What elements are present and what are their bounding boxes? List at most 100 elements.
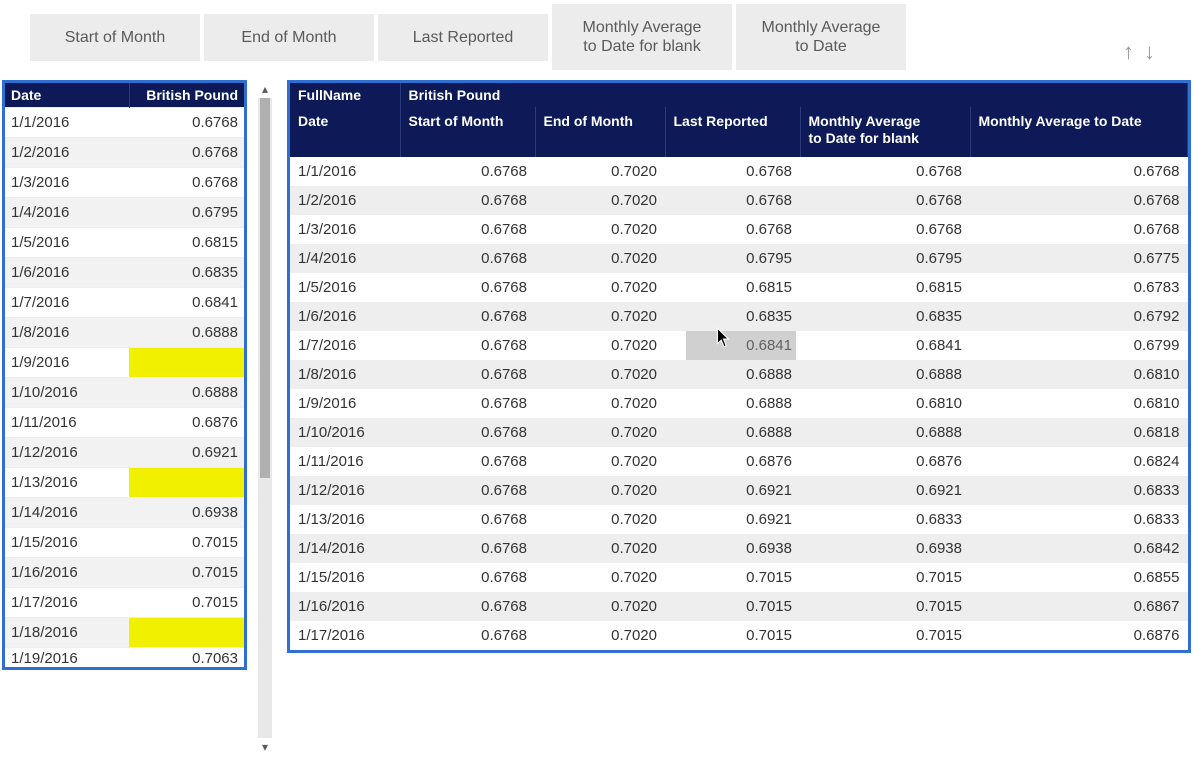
right-eom-cell: 0.7020 xyxy=(535,244,665,273)
right-table-visual[interactable]: FullName British Pound Date Start of Mon… xyxy=(287,80,1191,653)
table-row[interactable]: 1/18/2016 xyxy=(5,618,244,648)
left-table-visual[interactable]: Date British Pound 1/1/20160.67681/2/201… xyxy=(2,80,247,670)
start-of-month-button[interactable]: Start of Month xyxy=(30,14,200,61)
table-row[interactable]: 1/11/20160.67680.70200.68760.68760.6824 xyxy=(290,447,1188,476)
table-row[interactable]: 1/12/20160.6921 xyxy=(5,438,244,468)
table-row[interactable]: 1/19/20160.7063 xyxy=(5,648,244,668)
table-row[interactable]: 1/14/20160.67680.70200.69380.69380.6842 xyxy=(290,534,1188,563)
table-row[interactable]: 1/3/20160.67680.70200.67680.67680.6768 xyxy=(290,215,1188,244)
last-reported-button[interactable]: Last Reported xyxy=(378,14,548,61)
monthly-avg-blank-button[interactable]: Monthly Average to Date for blank xyxy=(552,4,732,70)
right-sup-value[interactable]: British Pound xyxy=(400,83,1188,107)
table-row[interactable]: 1/10/20160.67680.70200.68880.68880.6818 xyxy=(290,418,1188,447)
left-value-cell xyxy=(129,468,244,498)
arrow-up-icon[interactable]: ↑ xyxy=(1123,39,1134,65)
right-lr-cell: 0.7015 xyxy=(665,592,800,621)
table-row[interactable]: 1/9/20160.67680.70200.68880.68100.6810 xyxy=(290,389,1188,418)
right-header-mad[interactable]: Monthly Average to Date xyxy=(970,107,1188,157)
left-header-value[interactable]: British Pound xyxy=(129,83,244,108)
table-row[interactable]: 1/11/20160.6876 xyxy=(5,408,244,438)
table-row[interactable]: 1/10/20160.6888 xyxy=(5,378,244,408)
left-scrollbar[interactable]: ▴ ▾ xyxy=(255,80,275,754)
right-date-cell: 1/11/2016 xyxy=(290,447,400,476)
right-mab-cell: 0.6815 xyxy=(800,273,970,302)
table-row[interactable]: 1/16/20160.7015 xyxy=(5,558,244,588)
right-mad-cell: 0.6783 xyxy=(970,273,1188,302)
right-sup-fullname[interactable]: FullName xyxy=(290,83,400,107)
right-mab-cell: 0.7015 xyxy=(800,592,970,621)
table-row[interactable]: 1/15/20160.7015 xyxy=(5,528,244,558)
left-date-cell: 1/1/2016 xyxy=(5,108,129,138)
table-row[interactable]: 1/8/20160.67680.70200.68880.68880.6810 xyxy=(290,360,1188,389)
nav-arrows: ↑ ↓ xyxy=(1123,9,1163,65)
left-header-date[interactable]: Date xyxy=(5,83,129,108)
table-row[interactable]: 1/13/2016 xyxy=(5,468,244,498)
right-lr-cell: 0.6888 xyxy=(665,418,800,447)
table-row[interactable]: 1/13/20160.67680.70200.69210.68330.6833 xyxy=(290,505,1188,534)
right-date-cell: 1/7/2016 xyxy=(290,331,400,360)
monthly-avg-button[interactable]: Monthly Average to Date xyxy=(736,4,906,70)
table-row[interactable]: 1/1/20160.6768 xyxy=(5,108,244,138)
right-eom-cell: 0.7020 xyxy=(535,621,665,650)
left-date-cell: 1/7/2016 xyxy=(5,288,129,318)
table-row[interactable]: 1/15/20160.67680.70200.70150.70150.6855 xyxy=(290,563,1188,592)
left-date-cell: 1/14/2016 xyxy=(5,498,129,528)
right-som-cell: 0.6768 xyxy=(400,215,535,244)
table-row[interactable]: 1/17/20160.67680.70200.70150.70150.6876 xyxy=(290,621,1188,650)
table-row[interactable]: 1/2/20160.67680.70200.67680.67680.6768 xyxy=(290,186,1188,215)
right-header-mab[interactable]: Monthly Average to Date for blank xyxy=(800,107,970,157)
table-row[interactable]: 1/5/20160.6815 xyxy=(5,228,244,258)
right-header-eom[interactable]: End of Month xyxy=(535,107,665,157)
right-header-lr[interactable]: Last Reported xyxy=(665,107,800,157)
left-value-cell: 0.6835 xyxy=(129,258,244,288)
scroll-track[interactable] xyxy=(258,98,272,738)
right-lr-cell: 0.6888 xyxy=(665,389,800,418)
arrow-down-icon[interactable]: ↓ xyxy=(1144,39,1155,65)
right-som-cell: 0.6768 xyxy=(400,505,535,534)
right-mab-cell: 0.6795 xyxy=(800,244,970,273)
right-header-date[interactable]: Date xyxy=(290,107,400,157)
right-date-cell: 1/6/2016 xyxy=(290,302,400,331)
scroll-up-icon[interactable]: ▴ xyxy=(262,82,268,96)
right-date-cell: 1/13/2016 xyxy=(290,505,400,534)
left-value-cell: 0.7015 xyxy=(129,528,244,558)
right-header-som[interactable]: Start of Month xyxy=(400,107,535,157)
left-value-cell: 0.6768 xyxy=(129,138,244,168)
right-lr-cell: 0.6888 xyxy=(665,360,800,389)
table-row[interactable]: 1/2/20160.6768 xyxy=(5,138,244,168)
scroll-thumb[interactable] xyxy=(260,98,270,478)
table-row[interactable]: 1/17/20160.7015 xyxy=(5,588,244,618)
table-row[interactable]: 1/6/20160.67680.70200.68350.68350.6792 xyxy=(290,302,1188,331)
table-row[interactable]: 1/1/20160.67680.70200.67680.67680.6768 xyxy=(290,157,1188,186)
right-eom-cell: 0.7020 xyxy=(535,505,665,534)
right-mad-cell: 0.6810 xyxy=(970,389,1188,418)
table-row[interactable]: 1/4/20160.6795 xyxy=(5,198,244,228)
right-mad-cell: 0.6768 xyxy=(970,157,1188,186)
table-row[interactable]: 1/6/20160.6835 xyxy=(5,258,244,288)
table-row[interactable]: 1/3/20160.6768 xyxy=(5,168,244,198)
table-row[interactable]: 1/16/20160.67680.70200.70150.70150.6867 xyxy=(290,592,1188,621)
right-mab-cell: 0.6833 xyxy=(800,505,970,534)
right-eom-cell: 0.7020 xyxy=(535,331,665,360)
end-of-month-button[interactable]: End of Month xyxy=(204,14,374,61)
right-eom-cell: 0.7020 xyxy=(535,389,665,418)
left-table: Date British Pound 1/1/20160.67681/2/201… xyxy=(5,83,244,667)
left-value-cell: 0.7063 xyxy=(129,648,244,668)
right-lr-cell: 0.6768 xyxy=(665,157,800,186)
table-row[interactable]: 1/9/2016 xyxy=(5,348,244,378)
table-row[interactable]: 1/7/20160.6841 xyxy=(5,288,244,318)
table-row[interactable]: 1/4/20160.67680.70200.67950.67950.6775 xyxy=(290,244,1188,273)
left-value-cell: 0.6938 xyxy=(129,498,244,528)
right-mad-cell: 0.6768 xyxy=(970,215,1188,244)
right-table: FullName British Pound Date Start of Mon… xyxy=(290,83,1188,650)
left-date-cell: 1/15/2016 xyxy=(5,528,129,558)
right-mad-cell: 0.6876 xyxy=(970,621,1188,650)
right-mab-cell: 0.6938 xyxy=(800,534,970,563)
right-lr-cell: 0.6921 xyxy=(665,476,800,505)
table-row[interactable]: 1/12/20160.67680.70200.69210.69210.6833 xyxy=(290,476,1188,505)
scroll-down-icon[interactable]: ▾ xyxy=(262,740,268,754)
table-row[interactable]: 1/7/20160.67680.70200.68410.68410.6799 xyxy=(290,331,1188,360)
table-row[interactable]: 1/14/20160.6938 xyxy=(5,498,244,528)
table-row[interactable]: 1/8/20160.6888 xyxy=(5,318,244,348)
table-row[interactable]: 1/5/20160.67680.70200.68150.68150.6783 xyxy=(290,273,1188,302)
